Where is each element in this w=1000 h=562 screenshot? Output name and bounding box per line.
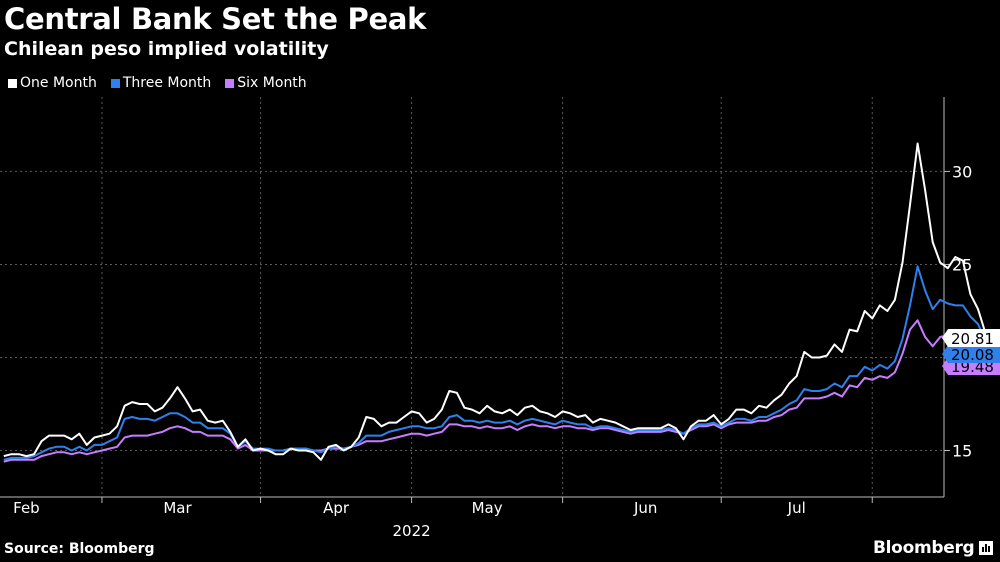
end-label-tag-three-month	[942, 345, 1000, 363]
series-line-three-month	[3, 265, 1000, 461]
end-label-three-month: 20.08	[951, 346, 994, 364]
x-tick-label-mar: Mar	[163, 499, 192, 517]
legend-item-one-month: One Month	[8, 75, 97, 91]
x-tick-label-feb: Feb	[13, 499, 40, 517]
legend-swatch-one-month	[8, 78, 17, 88]
legend-swatch-three-month	[110, 78, 120, 88]
series-line-one-month	[3, 142, 1000, 461]
x-year-label: 2022	[392, 522, 430, 540]
source-note: Source: Bloomberg	[4, 541, 155, 557]
brand-logo: Bloomberg	[873, 538, 994, 558]
legend-label-six-month: Six Month	[237, 75, 307, 91]
series-line-six-month	[3, 319, 1000, 463]
y-tick-label-25: 25	[952, 255, 972, 274]
end-label-one-month: 20.81	[951, 330, 994, 348]
x-tick-label-apr: Apr	[323, 499, 350, 517]
end-label-tag-one-month	[942, 329, 1000, 347]
legend-item-six-month: Six Month	[225, 75, 307, 91]
legend-label-three-month: Three Month	[122, 75, 212, 91]
y-tick-label-15: 15	[952, 441, 972, 460]
legend-item-three-month: Three Month	[110, 75, 212, 91]
chart-subtitle: Chilean peso implied volatility	[4, 38, 329, 60]
legend: One Month Three Month Six Month	[8, 75, 307, 91]
x-tick-label-jul: Jul	[787, 499, 806, 517]
chart-title: Central Bank Set the Peak	[4, 2, 427, 36]
x-tick-label-jun: Jun	[633, 499, 657, 517]
y-tick-label-30: 30	[952, 162, 972, 181]
legend-label-one-month: One Month	[20, 75, 97, 91]
bloomberg-chart-icon	[979, 541, 994, 555]
legend-swatch-six-month	[225, 78, 235, 88]
x-tick-label-may: May	[472, 499, 503, 517]
brand-name: Bloomberg	[873, 538, 975, 558]
